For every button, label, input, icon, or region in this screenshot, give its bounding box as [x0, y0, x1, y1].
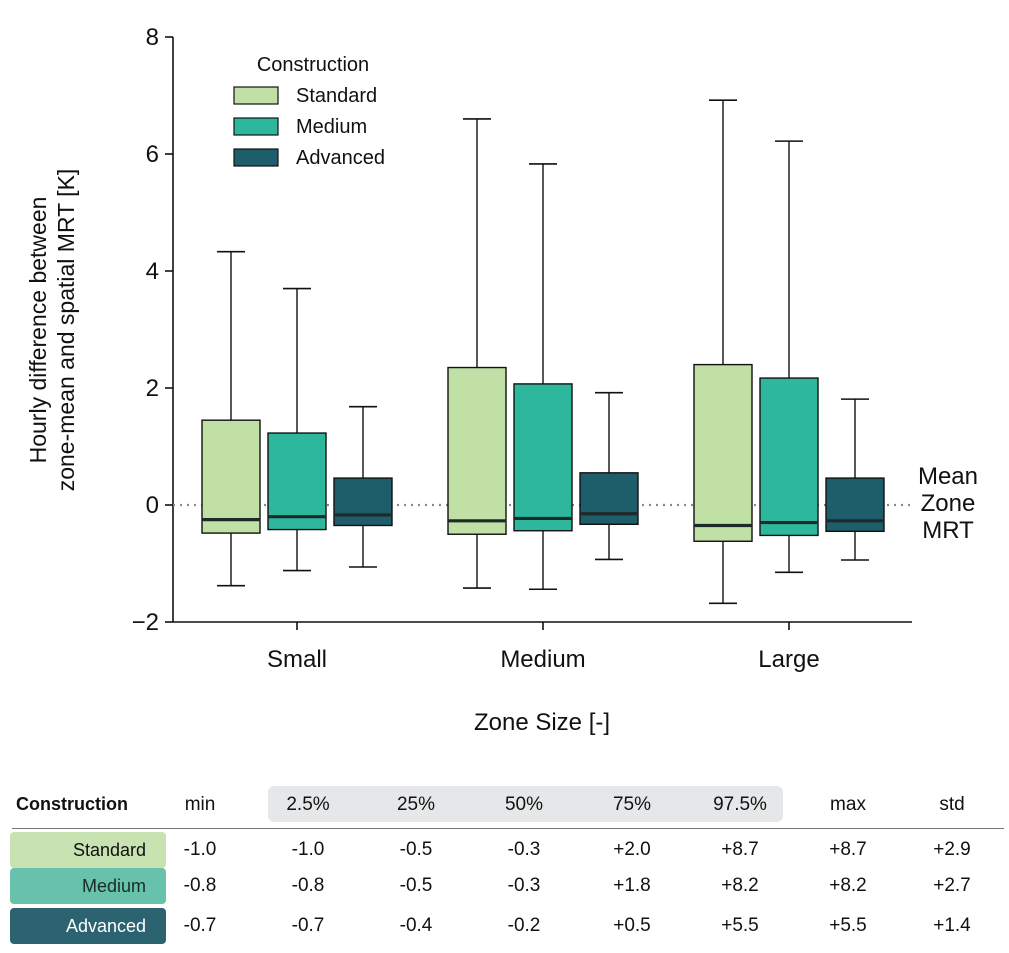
table-cell: +2.0 — [613, 839, 651, 860]
table-cell: +1.8 — [613, 875, 651, 896]
table-header-p97-5: 97.5% — [713, 794, 767, 815]
table-header-min: min — [184, 794, 216, 815]
box-iqr — [267, 432, 327, 531]
box-advanced-medium — [579, 391, 639, 561]
box-medium-large — [759, 140, 819, 574]
y-tick-label: 0 — [146, 492, 159, 519]
y-axis-label-line: Hourly difference between — [25, 197, 51, 464]
table-cell: +8.7 — [721, 839, 759, 860]
y-tick-label: 6 — [146, 141, 159, 168]
box-iqr — [759, 377, 819, 537]
table-cell: +8.2 — [829, 875, 867, 896]
table-cell: -1.0 — [183, 839, 217, 860]
x-tick-label: Small — [267, 646, 327, 673]
table-cell: -0.5 — [399, 839, 433, 860]
table-header-std: std — [939, 794, 965, 815]
table-row-label-advanced: Advanced — [10, 908, 166, 944]
legend-swatch-advanced — [233, 148, 279, 167]
table-header-p50: 50% — [504, 794, 544, 815]
box-iqr — [333, 477, 393, 527]
y-tick-label: 8 — [146, 24, 159, 51]
x-tick-label: Large — [758, 646, 819, 673]
legend-swatch-medium — [233, 117, 279, 136]
box-advanced-large — [825, 398, 885, 561]
table-cell: -1.0 — [291, 839, 325, 860]
table-header-p25: 25% — [396, 794, 436, 815]
table-cell: +1.4 — [933, 915, 971, 936]
table-cell: -0.8 — [291, 875, 325, 896]
table-cell: +5.5 — [829, 915, 867, 936]
legend-title: Construction — [257, 54, 369, 76]
table-cell: -0.2 — [507, 915, 541, 936]
box-standard-medium — [447, 118, 507, 589]
table-cell: +2.7 — [933, 875, 971, 896]
box-medium-medium — [513, 163, 573, 591]
table-header-rule — [12, 828, 1004, 829]
box-iqr — [201, 419, 261, 534]
reference-line-label: MRT — [922, 517, 974, 544]
table-header-p75: 75% — [612, 794, 652, 815]
box-advanced-small — [333, 405, 393, 568]
table-cell: -0.5 — [399, 875, 433, 896]
table-cell: -0.8 — [183, 875, 217, 896]
table-row-label-medium: Medium — [10, 868, 166, 904]
y-axis-label-line: zone-mean and spatial MRT [K] — [53, 169, 79, 492]
table-cell: -0.7 — [291, 915, 325, 936]
box-iqr — [447, 366, 507, 535]
table-cell: -0.7 — [183, 915, 217, 936]
legend-label-advanced: Advanced — [296, 147, 385, 169]
reference-line-label: Zone — [921, 490, 976, 517]
legend-swatch-standard — [233, 86, 279, 105]
percentile-highlight — [268, 786, 783, 822]
table-header-construction: Construction — [16, 794, 128, 814]
box-standard-small — [201, 250, 261, 587]
box-medium-small — [267, 287, 327, 572]
table-cell: -0.3 — [507, 875, 541, 896]
y-tick-label: 2 — [146, 375, 159, 402]
legend: Construction Standard Medium Advanced — [233, 54, 385, 169]
table-cell: -0.3 — [507, 839, 541, 860]
box-iqr — [693, 363, 753, 542]
table-cell: +2.9 — [933, 839, 971, 860]
table-cell: +0.5 — [613, 915, 651, 936]
box-iqr — [825, 477, 885, 533]
x-axis-label: Zone Size [-] — [474, 709, 610, 736]
box-groups — [201, 99, 885, 605]
legend-label-medium: Medium — [296, 116, 367, 138]
table-cell: +8.7 — [829, 839, 867, 860]
table-cell: +5.5 — [721, 915, 759, 936]
legend-label-standard: Standard — [296, 85, 377, 107]
table-cell: +8.2 — [721, 875, 759, 896]
y-tick-label: 4 — [146, 258, 159, 285]
table-cell: -0.4 — [399, 915, 433, 936]
box-iqr — [513, 383, 573, 532]
y-tick-label: −2 — [132, 609, 159, 636]
box-iqr — [579, 472, 639, 526]
x-tick-label: Medium — [500, 646, 585, 673]
table-header-max: max — [830, 794, 866, 815]
box-standard-large — [693, 99, 753, 605]
reference-line-label: Mean — [918, 463, 978, 490]
table-row-label-standard: Standard — [10, 832, 166, 868]
table-header-p2-5: 2.5% — [286, 794, 330, 815]
y-axis-label: Hourly difference betweenzone-mean and s… — [25, 169, 79, 492]
